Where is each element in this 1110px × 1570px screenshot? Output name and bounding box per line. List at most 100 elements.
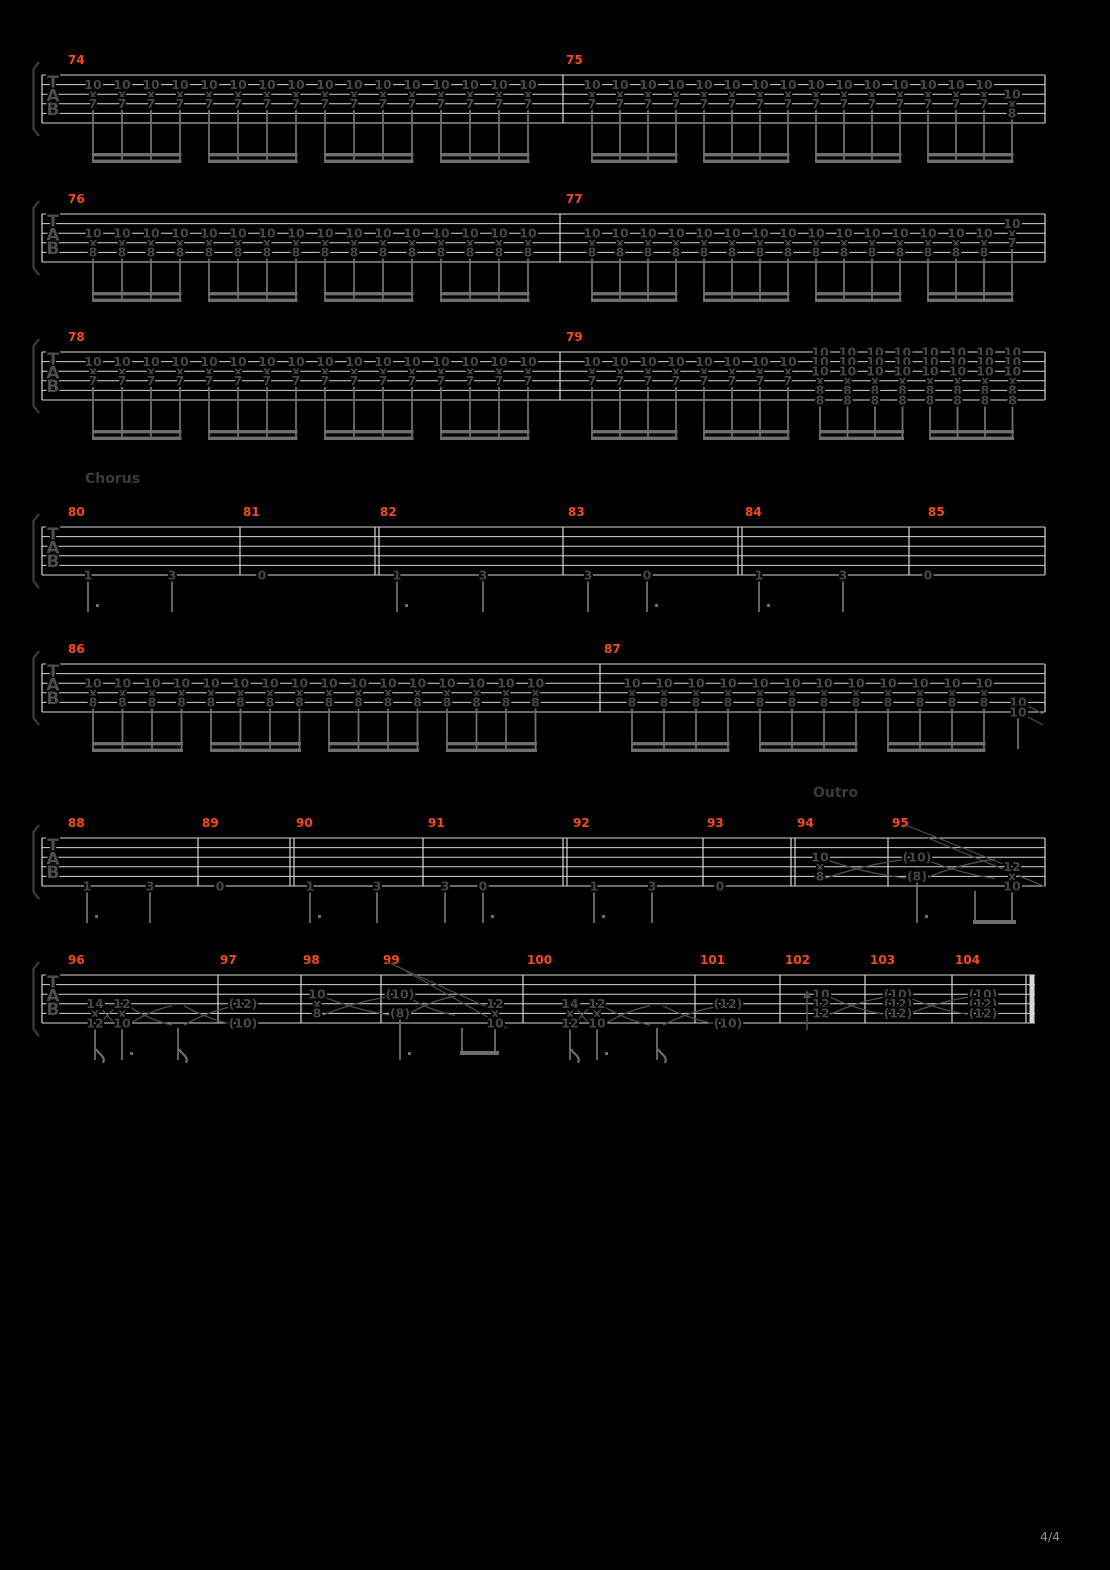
fret-number: 14 <box>561 996 579 1011</box>
fret-number: 10 <box>611 77 629 92</box>
fret-number: 10 <box>667 354 685 369</box>
beam <box>591 159 678 163</box>
system-bracket <box>32 513 40 589</box>
fret-number: 10 <box>919 226 937 241</box>
tie-curve <box>574 1005 594 1026</box>
fret-number: 10 <box>345 354 363 369</box>
fret-number: 8 <box>728 245 737 260</box>
fret-number: x <box>443 685 451 700</box>
fret-number: 10 <box>891 226 909 241</box>
fret-number: 8 <box>980 245 989 260</box>
measure-number: 74 <box>68 53 85 67</box>
fret-number: 1 <box>306 878 315 893</box>
fret-number: 10 <box>949 344 967 359</box>
beam <box>208 159 298 163</box>
fret-number: 10 <box>287 226 305 241</box>
fret-number: 8 <box>502 695 511 710</box>
fret-number: 8 <box>236 695 245 710</box>
measure-number: 75 <box>566 53 583 67</box>
fret-number: 10 <box>812 987 830 1002</box>
fret-number: 8 <box>926 383 935 398</box>
beam <box>819 436 904 440</box>
fret-number: 7 <box>350 373 359 388</box>
fret-number: 8 <box>1008 106 1017 121</box>
fret-number: x <box>491 1006 499 1021</box>
fret-number: x <box>147 364 155 379</box>
fret-number: 10 <box>490 77 508 92</box>
fret-number: x <box>234 235 242 250</box>
fret-number: x <box>292 364 300 379</box>
fret-number: 7 <box>812 96 821 111</box>
fret-number: x <box>263 364 271 379</box>
fret-number: x <box>644 87 652 102</box>
fret-number: 8 <box>295 695 304 710</box>
fret-number: x <box>408 235 416 250</box>
fret-number: 7 <box>89 96 98 111</box>
beam <box>631 742 730 746</box>
fret-number: x <box>616 87 624 102</box>
fret-number: 10 <box>919 77 937 92</box>
fret-number: 10 <box>461 354 479 369</box>
fret-number: 10 <box>807 226 825 241</box>
fret-number: x <box>672 364 680 379</box>
tie-curve <box>662 1005 722 1026</box>
fret-number: x <box>234 364 242 379</box>
tab-clef-letter: B <box>47 239 60 259</box>
fret-number: x <box>728 364 736 379</box>
fret-number: x <box>924 87 932 102</box>
eighth-flag-icon <box>95 1048 105 1064</box>
fret-number: 10 <box>1009 704 1027 719</box>
fret-number: 7 <box>616 96 625 111</box>
fret-number: 3 <box>584 567 593 582</box>
fret-number: 10 <box>468 676 486 691</box>
fret-number: 8 <box>700 245 709 260</box>
fret-number: 10 <box>921 354 939 369</box>
fret-number: 0 <box>216 878 225 893</box>
measure-number: 98 <box>303 953 320 967</box>
fret-number: (10) <box>903 850 932 865</box>
fret-number: 10 <box>921 344 939 359</box>
fret-number: 3 <box>373 878 382 893</box>
fret-number: 12 <box>486 996 503 1011</box>
fret-number: 3 <box>839 567 848 582</box>
fret-number: x <box>147 87 155 102</box>
tab-clef-letter: T <box>47 973 59 993</box>
fret-number: 0 <box>258 567 267 582</box>
fret-number: 8 <box>812 245 821 260</box>
beam <box>210 748 301 752</box>
fret-number: x <box>234 87 242 102</box>
fret-number: x <box>924 235 932 250</box>
measure-number: 90 <box>296 816 313 830</box>
fret-number: 7 <box>728 373 737 388</box>
fret-number: 1 <box>83 878 92 893</box>
fret-number: 8 <box>871 383 880 398</box>
beam <box>92 436 182 440</box>
fret-number: x <box>495 235 503 250</box>
fret-number: 10 <box>583 354 601 369</box>
fret-number: 10 <box>866 364 884 379</box>
fret-number: 3 <box>146 878 155 893</box>
fret-number: 10 <box>751 226 769 241</box>
fret-number: 10 <box>171 226 189 241</box>
fret-number: x <box>644 235 652 250</box>
fret-number: 10 <box>374 354 392 369</box>
fret-number: x <box>176 364 184 379</box>
fret-number: x <box>588 364 596 379</box>
beam <box>591 153 678 157</box>
fret-number: x <box>644 364 652 379</box>
fret-number: 8 <box>616 245 625 260</box>
beam <box>440 436 530 440</box>
fret-number: x <box>628 685 636 700</box>
fret-number: 10 <box>287 77 305 92</box>
dot-marker <box>96 604 99 607</box>
fret-number: x <box>205 364 213 379</box>
section-label: Outro <box>813 785 858 801</box>
fret-number: 10 <box>316 354 334 369</box>
fret-number: x <box>266 685 274 700</box>
fret-number: x <box>292 235 300 250</box>
fret-number: 0 <box>643 567 652 582</box>
fret-number: 8 <box>926 392 935 407</box>
measure-number: 81 <box>243 505 260 519</box>
